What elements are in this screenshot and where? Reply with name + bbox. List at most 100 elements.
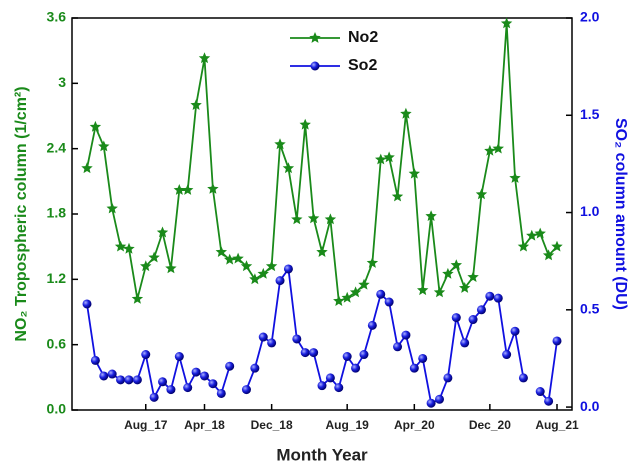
point [90, 355, 100, 365]
point [131, 292, 144, 304]
point [324, 213, 337, 225]
point [309, 348, 319, 358]
point [384, 297, 394, 307]
point [275, 276, 285, 286]
y2-axis-title: SO₂ column amount (DU) [612, 118, 629, 310]
point [552, 336, 562, 346]
point [190, 99, 202, 110]
point [418, 353, 428, 363]
point [224, 253, 236, 265]
x-tick-label: Dec_20 [469, 418, 511, 432]
point [299, 118, 311, 130]
point [183, 383, 193, 393]
point [173, 184, 185, 195]
y2-tick-label: 0.5 [580, 301, 600, 317]
point [149, 392, 159, 402]
point [292, 334, 302, 344]
legend-label: So2 [348, 57, 377, 74]
x-tick-label: Apr_18 [184, 418, 225, 432]
point [307, 212, 320, 224]
point [391, 190, 404, 202]
point [526, 229, 538, 241]
point [300, 348, 310, 358]
point [107, 369, 117, 379]
y-tick-label: 3 [58, 74, 66, 90]
point [116, 375, 126, 385]
point [376, 289, 386, 299]
point [82, 299, 92, 309]
point [400, 107, 412, 119]
point [132, 375, 142, 385]
legend-marker [309, 32, 321, 43]
x-tick-label: Aug_17 [124, 418, 168, 432]
point [467, 271, 479, 282]
point [200, 371, 209, 381]
y-tick-label: 2.4 [47, 139, 67, 155]
point [317, 381, 327, 391]
point [124, 375, 134, 385]
point [425, 210, 437, 221]
point [518, 373, 528, 383]
point [89, 120, 102, 132]
point [450, 259, 462, 270]
point [401, 330, 411, 340]
point [114, 240, 127, 252]
point [241, 385, 251, 395]
point [408, 167, 420, 179]
point [383, 151, 395, 163]
point [551, 240, 563, 252]
point [544, 396, 554, 406]
point [141, 350, 151, 360]
point [283, 264, 293, 274]
point [493, 293, 503, 303]
point [502, 350, 512, 360]
point [249, 273, 261, 285]
point [99, 371, 109, 381]
point [349, 286, 362, 298]
point [182, 184, 194, 195]
y2-tick-label: 1.5 [580, 106, 600, 122]
point [156, 226, 169, 238]
point [475, 188, 488, 200]
point [476, 305, 486, 315]
point [98, 140, 110, 152]
point [460, 338, 470, 348]
point [325, 373, 335, 383]
point [510, 326, 520, 336]
x-tick-label: Apr_20 [394, 418, 435, 432]
point [123, 242, 135, 254]
point [257, 267, 269, 279]
point [367, 320, 377, 330]
y-tick-label: 0.6 [47, 335, 67, 351]
point [291, 213, 303, 225]
point [459, 282, 471, 293]
point [232, 252, 244, 264]
point [351, 363, 361, 373]
point [215, 246, 227, 257]
point [198, 52, 211, 64]
point [106, 202, 118, 214]
y-tick-label: 1.8 [47, 205, 67, 221]
point [341, 291, 353, 303]
point [225, 361, 235, 371]
point [81, 162, 93, 174]
point [334, 383, 344, 393]
y2-tick-label: 1.0 [580, 203, 600, 219]
point [492, 142, 504, 154]
point [165, 262, 177, 274]
point [258, 332, 268, 342]
x-tick-label: Aug_21 [535, 418, 579, 432]
x-tick-label: Dec_18 [251, 418, 293, 432]
point [509, 172, 521, 183]
point [216, 388, 226, 398]
point [484, 144, 496, 156]
point [442, 267, 454, 279]
point [485, 291, 495, 301]
point [333, 295, 345, 306]
point [358, 278, 370, 290]
point [342, 352, 352, 362]
legend-label: No2 [348, 29, 378, 46]
point [240, 260, 253, 272]
point [282, 162, 295, 174]
